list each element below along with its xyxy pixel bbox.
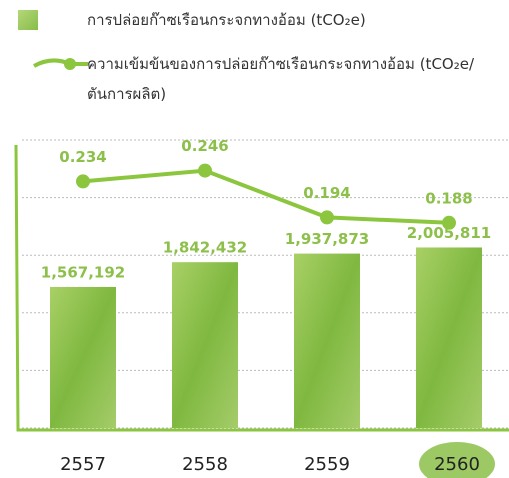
- legend-entry: ความเข้มข้นของการปล่อยก๊าซเรือนกระจกทางอ…: [87, 55, 475, 103]
- bar: [416, 247, 482, 428]
- bar-value-label: 2,005,811: [407, 224, 491, 242]
- line-marker: [320, 210, 334, 225]
- line-value-label: 0.188: [425, 189, 472, 207]
- bar-value-label: 1,842,432: [163, 239, 247, 257]
- line-value-label: 0.246: [181, 137, 228, 155]
- highlight-blob: [419, 442, 495, 478]
- line-value-label: 0.234: [59, 148, 106, 166]
- legend-bar-swatch: [18, 10, 38, 30]
- legend-line-swatch: [33, 58, 88, 70]
- x-tick-label: 2559: [304, 454, 350, 475]
- bar-value-label: 1,567,192: [41, 263, 125, 281]
- line: [82, 168, 450, 225]
- x-tick-label: 2558: [182, 454, 228, 475]
- bar: [172, 262, 238, 428]
- bar: [294, 253, 360, 428]
- legend-entry: การปล่อยก๊าซเรือนกระจกทางอ้อม (tCO₂e): [87, 11, 366, 29]
- x-tick-label: 2557: [60, 454, 106, 475]
- x-tick-label: 2560: [434, 454, 480, 475]
- bar: [50, 286, 116, 428]
- axis-frame: [14, 144, 509, 432]
- bar-value-label: 1,937,873: [285, 230, 369, 248]
- line-marker: [76, 174, 90, 189]
- line-marker: [198, 163, 212, 178]
- line-marker: [442, 215, 456, 230]
- line-value-label: 0.194: [303, 184, 350, 202]
